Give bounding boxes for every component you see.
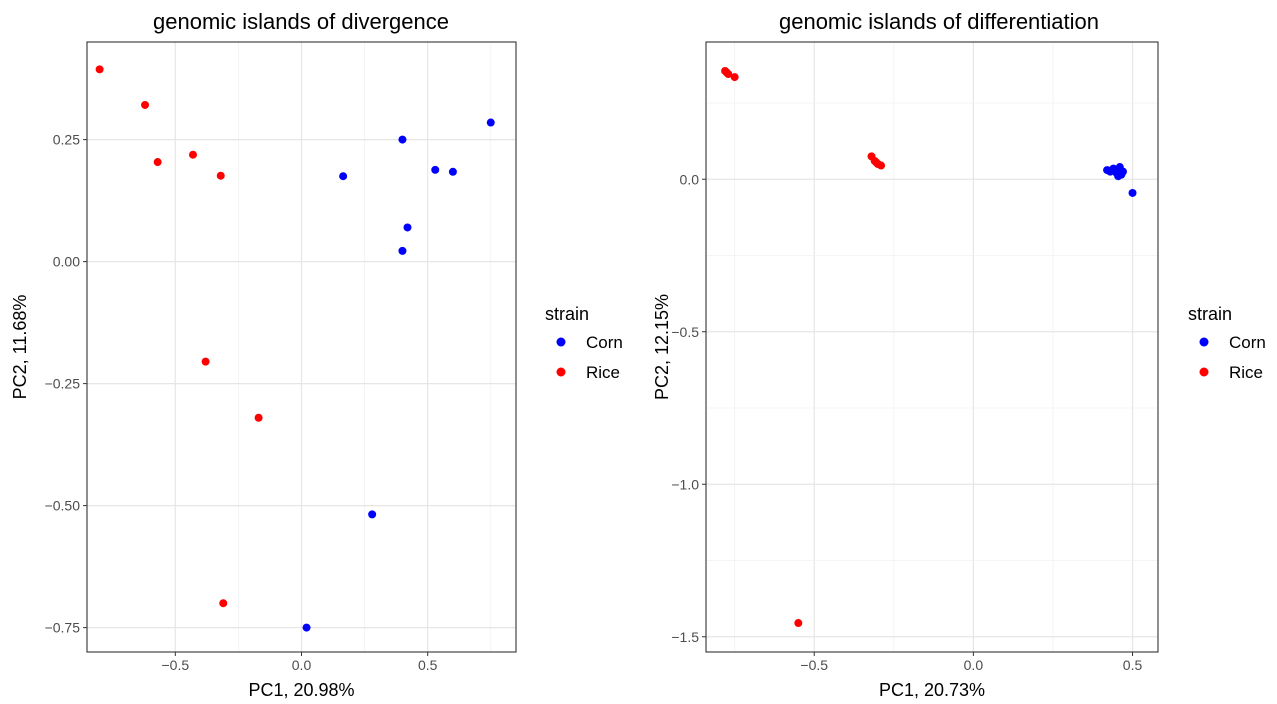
data-point [368, 510, 377, 519]
x-tick-label: 0.5 [418, 657, 438, 673]
plot-area [706, 42, 1158, 652]
data-point [216, 171, 225, 180]
x-tick-label: 0.0 [292, 657, 312, 673]
data-point [448, 167, 457, 176]
series-corn [302, 118, 495, 632]
x-tick-label: −0.5 [800, 657, 828, 673]
data-point [730, 73, 739, 82]
chart-title: genomic islands of divergence [153, 9, 449, 34]
x-tick-label: −0.5 [162, 657, 190, 673]
x-tick-label: 0.0 [964, 657, 984, 673]
data-point [431, 165, 440, 174]
data-point [1118, 167, 1127, 176]
chart-title: genomic islands of differentiation [779, 9, 1099, 34]
data-point [153, 158, 162, 167]
series-rice [721, 66, 886, 628]
data-point [302, 623, 311, 632]
x-axis-label: PC1, 20.98% [248, 680, 354, 700]
data-point [95, 65, 104, 74]
legend-swatch-corn [556, 337, 566, 347]
data-point [201, 357, 210, 366]
data-point [188, 150, 197, 159]
gridlines [706, 42, 1158, 652]
x-tick-label: 0.5 [1123, 657, 1143, 673]
series-rice [95, 65, 263, 608]
legend: strain Corn Rice [1188, 304, 1266, 382]
y-tick-label: −0.25 [45, 376, 81, 392]
legend-title: strain [545, 304, 589, 324]
y-tick-label: 0.00 [53, 254, 80, 270]
y-tick-label: −0.50 [45, 498, 81, 514]
legend-label-rice: Rice [586, 363, 620, 382]
y-tick-label: −1.0 [671, 476, 699, 492]
data-point [398, 246, 407, 255]
data-point [724, 70, 733, 79]
data-point [486, 118, 495, 127]
data-point [1128, 188, 1137, 197]
legend: strain Corn Rice [545, 304, 623, 382]
legend-label-corn: Corn [586, 333, 623, 352]
panel-border [705, 41, 1159, 653]
x-axis-label: PC1, 20.73% [879, 680, 985, 700]
data-point [398, 135, 407, 144]
y-axis-label: PC2, 11.68% [10, 295, 30, 400]
y-tick-label: −0.5 [671, 324, 699, 340]
data-point [794, 619, 803, 628]
data-point [1107, 166, 1116, 175]
legend-swatch-rice [1199, 367, 1209, 377]
chart-panel-2: −0.5 0.0 0.5 −1.5 −1.0 −0.5 0.0 genomic islands… [652, 9, 1266, 700]
legend-swatch-corn [1199, 337, 1209, 347]
data-point [403, 223, 412, 232]
data-point [141, 100, 150, 109]
y-axis-label: PC2, 12.15% [652, 294, 672, 400]
legend-title: strain [1188, 304, 1232, 324]
y-tick-label: 0.0 [680, 171, 700, 187]
legend-label-rice: Rice [1229, 363, 1263, 382]
data-point [877, 161, 886, 170]
series-corn [1103, 163, 1137, 197]
y-tick-label: −1.5 [671, 629, 699, 645]
y-tick-label: −0.75 [45, 620, 81, 636]
data-point [339, 172, 348, 181]
data-point [254, 413, 263, 422]
y-tick-label: 0.25 [53, 132, 80, 148]
gridlines [87, 42, 516, 652]
legend-swatch-rice [556, 367, 566, 377]
legend-label-corn: Corn [1229, 333, 1266, 352]
chart-panel-1: −0.5 0.0 0.5 −0.75 −0.50 −0.25 0.00 0.25 genomic… [10, 9, 623, 700]
data-point [219, 599, 228, 608]
